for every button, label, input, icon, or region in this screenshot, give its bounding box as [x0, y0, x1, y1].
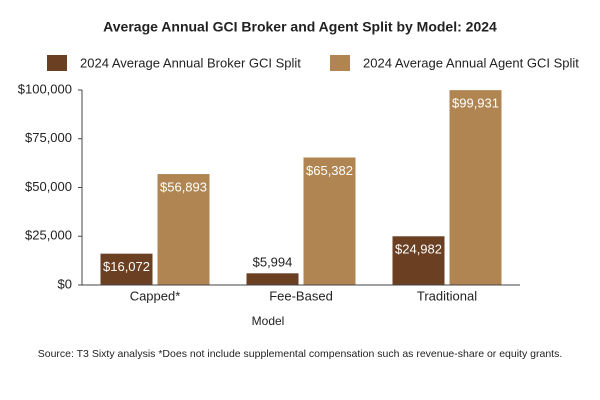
x-tick-label: Capped*: [130, 288, 181, 303]
value-label: $65,382: [306, 163, 353, 178]
y-tick-label: $100,000: [18, 81, 72, 96]
value-label: $24,982: [395, 242, 442, 257]
bar: [157, 174, 210, 285]
bar: [303, 157, 356, 285]
bar: [392, 236, 445, 285]
x-tick-label: Fee-Based: [269, 288, 333, 303]
value-label: $5,994: [253, 255, 293, 270]
legend-label: 2024 Average Annual Agent GCI Split: [363, 55, 579, 70]
y-tick-label: $0: [58, 276, 72, 291]
value-label: $16,072: [103, 259, 150, 274]
legend-swatch: [47, 55, 67, 71]
source-note: Source: T3 Sixty analysis *Does not incl…: [38, 348, 563, 360]
bar: [246, 273, 299, 285]
y-tick-label: $75,000: [25, 130, 72, 145]
legend-swatch: [330, 55, 350, 71]
chart-title: Average Annual GCI Broker and Agent Spli…: [103, 19, 497, 35]
bar: [100, 253, 153, 285]
y-tick-label: $50,000: [25, 179, 72, 194]
value-label: $99,931: [452, 96, 499, 111]
x-axis-label: Model: [252, 314, 285, 328]
y-tick-label: $25,000: [25, 228, 72, 243]
bar: [449, 90, 502, 285]
value-label: $56,893: [160, 179, 207, 194]
x-tick-label: Traditional: [417, 288, 477, 303]
legend-label: 2024 Average Annual Broker GCI Split: [80, 55, 301, 70]
